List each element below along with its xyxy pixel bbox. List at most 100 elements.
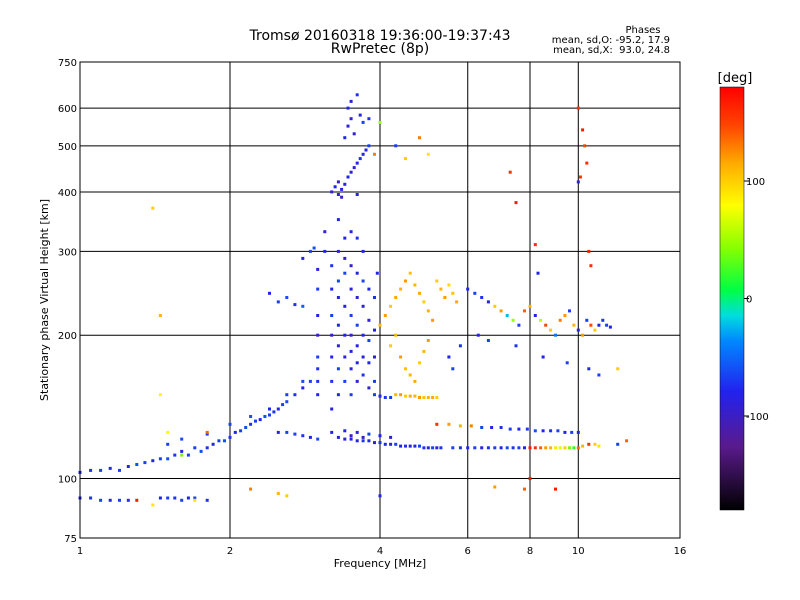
echo-point bbox=[211, 442, 215, 446]
echo-point bbox=[316, 267, 320, 271]
echo-point bbox=[173, 453, 177, 457]
echo-point bbox=[399, 287, 403, 291]
echo-point bbox=[166, 457, 170, 461]
echo-point bbox=[355, 296, 359, 299]
echo-point bbox=[233, 430, 237, 434]
colorbar bbox=[719, 86, 745, 511]
echo-point bbox=[378, 120, 382, 124]
echo-point bbox=[426, 339, 430, 342]
echo-point bbox=[268, 291, 271, 295]
echo-point bbox=[316, 379, 320, 383]
echo-point bbox=[349, 264, 353, 268]
echo-point bbox=[349, 314, 353, 317]
echo-point bbox=[336, 323, 340, 327]
echo-point bbox=[281, 403, 285, 407]
echo-point bbox=[343, 429, 347, 433]
echo-point bbox=[355, 161, 359, 165]
echo-point bbox=[312, 246, 316, 250]
echo-point bbox=[316, 314, 320, 317]
echo-point bbox=[108, 498, 112, 502]
echo-point bbox=[597, 323, 601, 327]
echo-point bbox=[511, 446, 515, 450]
echo-point bbox=[593, 328, 597, 332]
echo-point bbox=[361, 439, 365, 443]
echo-point bbox=[572, 323, 576, 327]
echo-point bbox=[330, 314, 334, 317]
echo-point bbox=[605, 323, 609, 327]
echo-point bbox=[570, 430, 574, 434]
echo-point bbox=[361, 355, 365, 359]
echo-point bbox=[533, 429, 537, 433]
echo-point bbox=[568, 309, 571, 313]
echo-point bbox=[118, 468, 121, 472]
echo-point bbox=[205, 446, 209, 450]
echo-point bbox=[378, 323, 382, 327]
echo-point bbox=[383, 442, 387, 446]
echo-point bbox=[330, 287, 334, 291]
echo-point bbox=[349, 437, 353, 441]
echo-point bbox=[367, 432, 371, 436]
grid-lines bbox=[80, 62, 680, 538]
echo-point bbox=[408, 271, 412, 275]
echo-point bbox=[158, 393, 162, 397]
echo-point bbox=[373, 328, 376, 332]
x-tick-label: 4 bbox=[377, 546, 383, 557]
echo-point bbox=[576, 180, 580, 184]
echo-point bbox=[389, 435, 393, 439]
echo-point bbox=[367, 318, 371, 322]
echo-point bbox=[394, 144, 398, 148]
echo-point bbox=[486, 339, 490, 342]
echo-point bbox=[349, 99, 353, 103]
echo-point bbox=[349, 349, 353, 353]
echo-point bbox=[316, 393, 320, 397]
echo-point bbox=[399, 355, 403, 359]
echo-point bbox=[443, 296, 447, 299]
colorbar-ticks: 100 0 -100 bbox=[744, 177, 769, 423]
echo-point bbox=[422, 396, 426, 399]
echo-point bbox=[593, 442, 597, 446]
echo-point bbox=[343, 437, 347, 441]
echo-point bbox=[180, 437, 184, 441]
echo-point bbox=[276, 407, 280, 411]
echo-point bbox=[293, 432, 297, 436]
echo-point bbox=[581, 444, 585, 448]
chart-subtitle: RwPretec (8p) bbox=[331, 41, 429, 57]
echo-point bbox=[367, 117, 371, 121]
echo-point bbox=[426, 309, 430, 313]
echo-point bbox=[435, 422, 439, 426]
echo-point bbox=[514, 201, 518, 205]
echo-point bbox=[308, 379, 312, 383]
echo-point bbox=[581, 333, 585, 337]
echo-point bbox=[126, 498, 130, 502]
echo-point bbox=[576, 430, 580, 434]
echo-point bbox=[517, 427, 521, 431]
echo-point bbox=[301, 434, 305, 438]
echo-point bbox=[285, 393, 289, 397]
echo-point bbox=[340, 195, 344, 199]
echo-point bbox=[404, 367, 407, 371]
echo-point bbox=[565, 361, 569, 365]
echo-point bbox=[330, 407, 334, 411]
echo-point bbox=[336, 435, 340, 439]
echo-point bbox=[514, 344, 518, 348]
echo-point bbox=[563, 314, 567, 317]
echo-point bbox=[418, 361, 421, 365]
echo-point bbox=[361, 373, 365, 377]
echo-point bbox=[394, 296, 398, 299]
echo-point bbox=[389, 304, 393, 308]
echo-point bbox=[466, 446, 470, 450]
echo-point bbox=[418, 444, 421, 448]
echo-point bbox=[349, 393, 353, 397]
echo-point bbox=[249, 487, 253, 491]
echo-point bbox=[447, 283, 451, 287]
x-tick-label: 6 bbox=[465, 546, 471, 557]
echo-point bbox=[349, 287, 353, 291]
echo-point bbox=[180, 453, 184, 457]
echo-point bbox=[572, 446, 576, 450]
echo-point bbox=[375, 271, 379, 275]
echo-point bbox=[126, 465, 130, 468]
echo-point bbox=[583, 144, 587, 148]
echo-point bbox=[404, 157, 407, 161]
echo-point bbox=[193, 498, 197, 502]
echo-point bbox=[343, 236, 347, 240]
